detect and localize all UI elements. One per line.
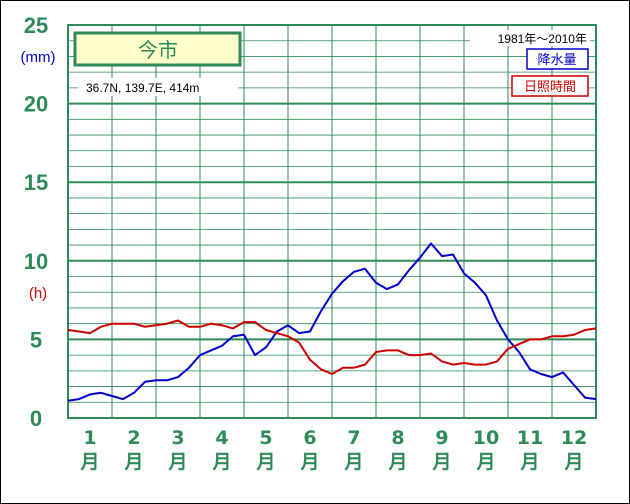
precipitation-line: [67, 242, 597, 402]
month-suffix-label: 月: [79, 451, 99, 473]
sunshine-line: [67, 319, 597, 375]
location-text: 36.7N, 139.7E, 414m: [86, 81, 199, 95]
month-number-label: 9: [435, 427, 448, 449]
legend-sun-label: 日照時間: [524, 80, 576, 95]
y-unit-precip: (mm): [21, 49, 56, 66]
month-suffix-label: 月: [563, 451, 583, 473]
title-box: [73, 31, 242, 67]
month-number-label: 11: [517, 427, 543, 449]
month-number-label: 7: [347, 427, 360, 449]
grid: [67, 24, 597, 419]
month-number-label: 5: [259, 427, 272, 449]
month-suffix-label: 月: [299, 451, 319, 473]
series-lines: [67, 242, 597, 402]
y-unit-sun: (h): [29, 285, 47, 302]
month-suffix-label: 月: [475, 451, 495, 473]
month-number-label: 2: [127, 427, 140, 449]
month-number-label: 6: [303, 427, 316, 449]
month-number-label: 1: [83, 427, 96, 449]
legend-sun-box: [511, 75, 589, 97]
month-number-label: 10: [473, 427, 499, 449]
month-number-label: 4: [215, 427, 228, 449]
month-suffix-label: 月: [167, 451, 187, 473]
chart-title: 今市: [138, 38, 178, 62]
month-suffix-label: 月: [431, 451, 451, 473]
period-text: 1981年〜2010年: [498, 32, 587, 46]
period-bg: [470, 30, 590, 46]
legend-precip-box: [526, 48, 589, 70]
y-tick-label: 5: [30, 327, 42, 352]
y-tick-label: 20: [24, 92, 48, 117]
y-tick-label: 10: [24, 249, 48, 274]
y-tick-label: 25: [24, 13, 48, 38]
month-number-label: 3: [171, 427, 184, 449]
month-suffix-label: 月: [255, 451, 275, 473]
location-text-bg: [78, 78, 238, 96]
month-suffix-label: 月: [519, 451, 539, 473]
month-suffix-label: 月: [123, 451, 143, 473]
y-tick-label: 0: [30, 406, 42, 431]
month-suffix-label: 月: [387, 451, 407, 473]
month-suffix-label: 月: [211, 451, 231, 473]
month-number-label: 8: [391, 427, 404, 449]
month-suffix-label: 月: [343, 451, 363, 473]
month-number-label: 12: [561, 427, 587, 449]
y-tick-label: 15: [24, 170, 48, 195]
y-tick-labels: 0 5 10 15 20 25: [24, 13, 48, 431]
legend-precip-label: 降水量: [537, 53, 576, 68]
